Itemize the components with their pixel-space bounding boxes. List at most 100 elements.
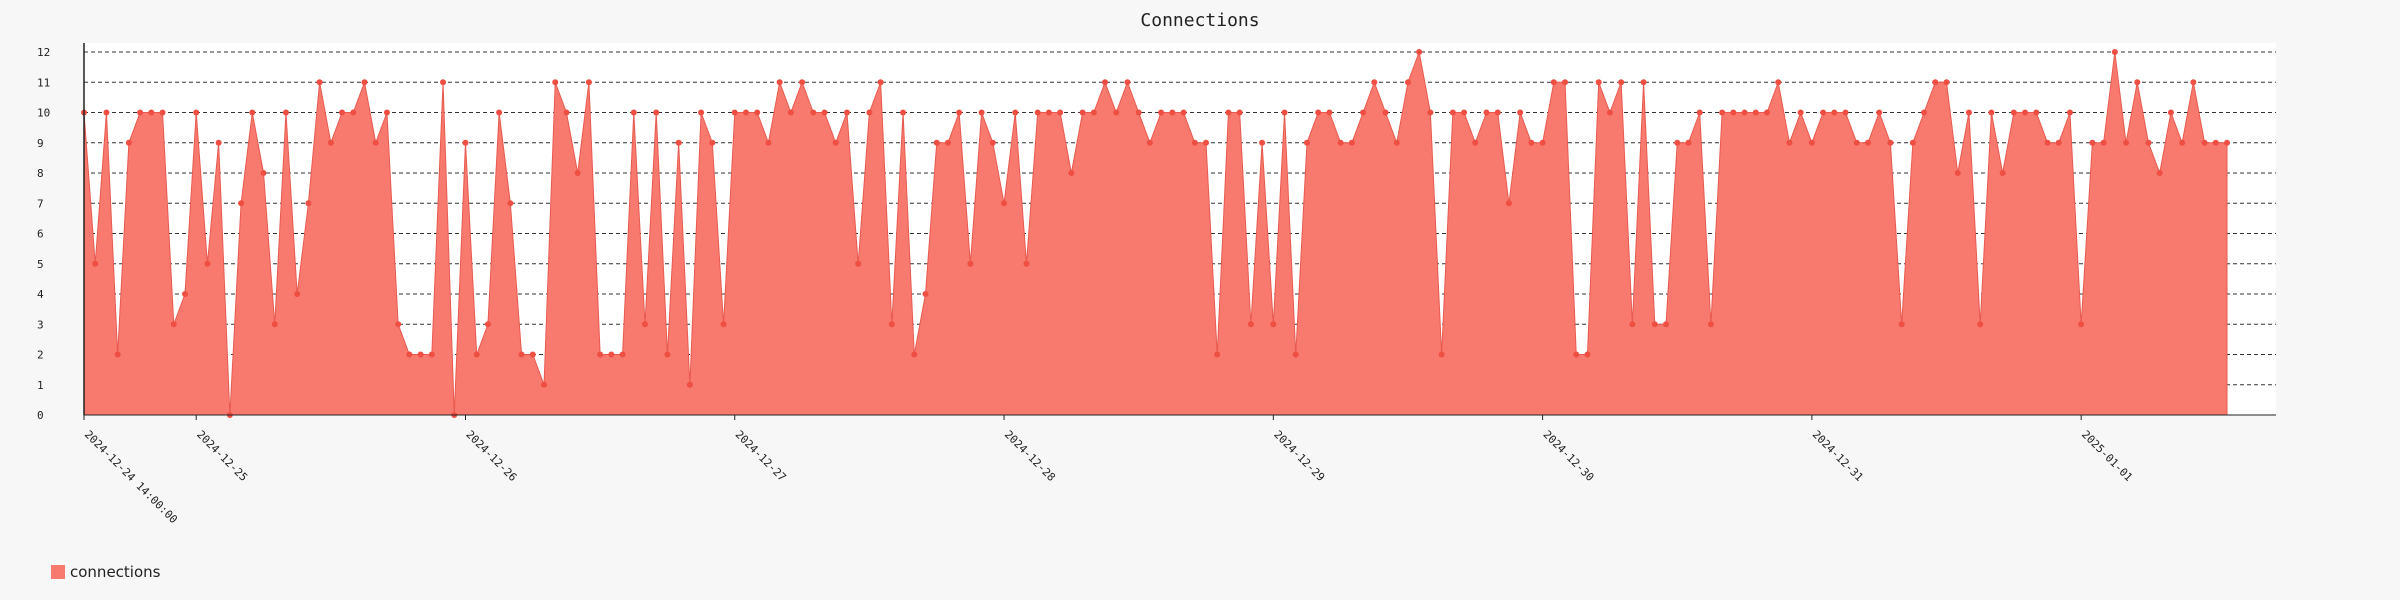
data-point xyxy=(484,321,491,328)
y-tick-label: 2 xyxy=(37,349,44,362)
x-tick-label: 2024-12-31 xyxy=(1810,428,1866,484)
data-point xyxy=(1315,109,1322,116)
data-point xyxy=(372,139,379,146)
data-point xyxy=(1505,200,1512,207)
data-point xyxy=(114,351,121,358)
data-point xyxy=(473,351,480,358)
data-point xyxy=(1909,139,1916,146)
data-point xyxy=(1674,139,1681,146)
chart-title: Connections xyxy=(1140,10,1259,31)
data-point xyxy=(1079,109,1086,116)
legend-label[interactable]: connections xyxy=(70,563,161,581)
y-tick-label: 11 xyxy=(37,76,50,89)
data-point xyxy=(765,139,772,146)
data-point xyxy=(238,200,245,207)
data-point xyxy=(1595,79,1602,86)
data-point xyxy=(1876,109,1883,116)
data-point xyxy=(1539,139,1546,146)
data-point xyxy=(799,79,806,86)
data-point xyxy=(944,139,951,146)
data-point xyxy=(1281,109,1288,116)
data-point xyxy=(1393,139,1400,146)
data-point xyxy=(1573,351,1580,358)
y-tick-label: 7 xyxy=(37,197,44,210)
data-point xyxy=(406,351,413,358)
data-point xyxy=(731,109,738,116)
data-point xyxy=(978,109,985,116)
data-point xyxy=(383,109,390,116)
data-point xyxy=(585,79,592,86)
data-point xyxy=(2111,49,2118,55)
data-point xyxy=(787,109,794,116)
data-point xyxy=(1921,109,1928,116)
data-point xyxy=(361,79,368,86)
data-point xyxy=(1057,109,1064,116)
data-point xyxy=(832,139,839,146)
data-point xyxy=(1494,109,1501,116)
data-point xyxy=(1629,321,1636,328)
data-point xyxy=(282,109,289,116)
data-point xyxy=(1180,109,1187,116)
y-tick-label: 6 xyxy=(37,228,44,241)
data-point xyxy=(1606,109,1613,116)
data-point xyxy=(911,351,918,358)
data-point xyxy=(877,79,884,86)
data-point xyxy=(563,109,570,116)
data-point xyxy=(1954,170,1961,176)
y-tick-label: 9 xyxy=(37,137,44,150)
data-point xyxy=(2022,109,2029,116)
data-point xyxy=(1730,109,1737,116)
data-point xyxy=(2190,79,2197,86)
data-point xyxy=(92,260,99,267)
data-point xyxy=(1438,351,1445,358)
y-tick-label: 0 xyxy=(37,409,44,422)
legend[interactable]: connections xyxy=(51,563,161,581)
data-point xyxy=(967,260,974,267)
data-point xyxy=(204,260,211,267)
data-point xyxy=(1943,79,1950,86)
data-point xyxy=(1303,139,1310,146)
data-point xyxy=(1584,351,1591,358)
data-point xyxy=(1887,139,1894,146)
data-point xyxy=(2100,139,2107,146)
data-point xyxy=(507,200,514,207)
data-point xyxy=(686,381,693,388)
data-point xyxy=(339,109,346,116)
data-point xyxy=(1247,321,1254,328)
data-point xyxy=(1472,139,1479,146)
data-point xyxy=(1158,109,1165,116)
data-point xyxy=(249,109,256,116)
data-point xyxy=(1337,139,1344,146)
y-tick-label: 4 xyxy=(37,288,44,301)
data-point xyxy=(529,351,536,358)
data-point xyxy=(2044,139,2051,146)
data-point xyxy=(294,291,301,297)
data-point xyxy=(417,351,424,358)
data-point xyxy=(742,109,749,116)
x-tick-label: 2024-12-25 xyxy=(194,428,250,484)
data-point xyxy=(1045,109,1052,116)
data-point xyxy=(1719,109,1726,116)
data-point xyxy=(1259,139,1266,146)
y-tick-label: 5 xyxy=(37,258,44,271)
data-point xyxy=(1483,109,1490,116)
data-point xyxy=(1618,79,1625,86)
x-tick-label: 2024-12-26 xyxy=(463,428,519,484)
data-point xyxy=(1169,109,1176,116)
data-point xyxy=(1999,170,2006,176)
data-point xyxy=(821,109,828,116)
data-point xyxy=(260,170,267,176)
data-point xyxy=(2167,109,2174,116)
data-point xyxy=(709,139,716,146)
data-point xyxy=(1853,139,1860,146)
data-point xyxy=(125,139,132,146)
data-point xyxy=(1808,139,1815,146)
data-point xyxy=(395,321,402,328)
data-point xyxy=(1707,321,1714,328)
data-point xyxy=(327,139,334,146)
data-point xyxy=(1371,79,1378,86)
data-point xyxy=(1449,109,1456,116)
data-point xyxy=(989,139,996,146)
data-point xyxy=(1864,139,1871,146)
legend-swatch[interactable] xyxy=(51,565,65,579)
